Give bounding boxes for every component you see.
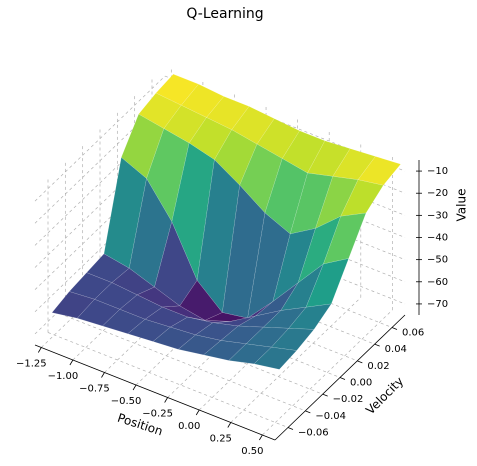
- z-tick-label: −10: [427, 166, 448, 177]
- x-tick-label: −0.75: [79, 384, 110, 395]
- y-tick: [305, 410, 311, 414]
- y-tick: [357, 360, 363, 364]
- x-tick: [195, 409, 200, 416]
- y-tick-label: −0.06: [298, 428, 329, 439]
- x-tick-label: 0.50: [241, 446, 263, 457]
- y-tick: [391, 327, 398, 330]
- chart-title: Q-Learning: [186, 6, 263, 22]
- x-tick: [164, 397, 168, 403]
- grid-line: [262, 309, 393, 436]
- x-tick: [101, 372, 105, 378]
- x-tick: [259, 434, 263, 441]
- x-tick: [37, 347, 42, 353]
- y-tick-label: 0.02: [367, 361, 389, 372]
- y-tick: [287, 427, 294, 430]
- z-tick-label: −20: [427, 188, 448, 199]
- x-tick-label: −0.50: [111, 396, 142, 407]
- z-tick-label: −50: [427, 255, 448, 266]
- x-tick: [69, 359, 74, 366]
- z-axis-label: Value: [455, 189, 469, 222]
- surface-cell: [253, 346, 298, 370]
- z-tick-label: −40: [427, 233, 448, 244]
- z-tick-label: −30: [427, 210, 448, 221]
- z-tick-label: −60: [427, 277, 448, 288]
- x-tick-label: −1.00: [48, 371, 79, 382]
- y-tick: [374, 343, 380, 347]
- surface-cell: [357, 156, 402, 186]
- x-tick: [132, 384, 137, 391]
- y-tick-label: −0.02: [333, 394, 364, 405]
- y-tick: [322, 393, 328, 397]
- y-tick: [339, 377, 346, 380]
- grid-line: [65, 315, 306, 412]
- y-tick-label: 0.04: [385, 344, 407, 355]
- grid-line: [34, 75, 166, 202]
- x-tick: [227, 422, 232, 428]
- y-tick-label: −0.04: [315, 411, 346, 422]
- grid-line: [47, 332, 289, 428]
- y-tick-label: 0.00: [350, 378, 372, 389]
- x-tick-label: −0.25: [142, 409, 173, 420]
- y-tick-label: 0.06: [402, 328, 424, 339]
- x-tick-label: 0.25: [210, 434, 232, 445]
- x-tick-label: −1.25: [16, 359, 47, 370]
- z-tick-label: −70: [427, 299, 448, 310]
- x-axis: [34, 344, 276, 441]
- x-tick-label: 0.00: [178, 421, 200, 432]
